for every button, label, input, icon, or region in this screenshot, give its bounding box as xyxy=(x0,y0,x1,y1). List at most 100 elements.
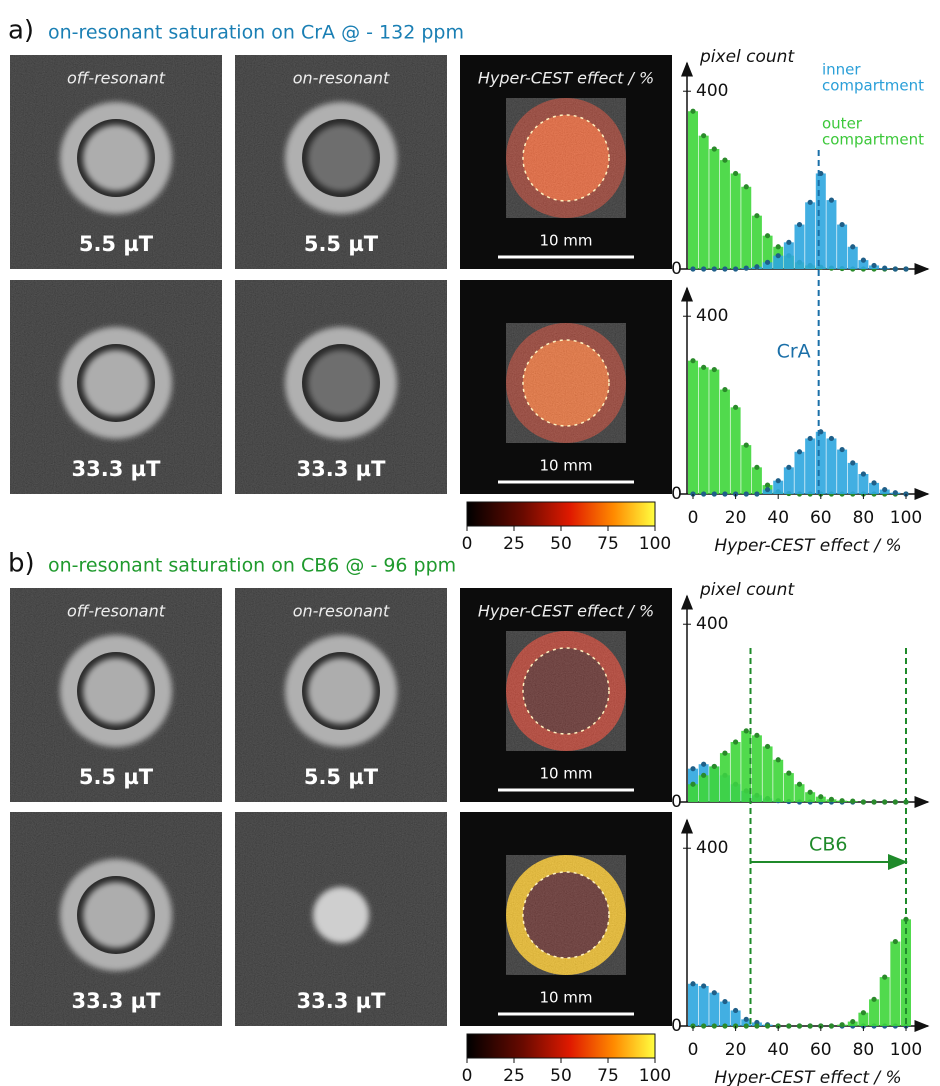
image-panel: 33.3 µT xyxy=(235,812,447,1026)
histogram-point xyxy=(775,478,781,484)
histogram-point xyxy=(690,766,696,772)
histogram-point xyxy=(786,239,792,245)
histogram-bar xyxy=(698,775,709,802)
histogram-point xyxy=(892,490,898,496)
histogram-bar xyxy=(730,742,741,802)
image-panel: 33.3 µT xyxy=(10,280,222,494)
phantom-inner xyxy=(83,658,149,724)
histogram-bar xyxy=(751,735,762,802)
histogram-bar xyxy=(773,255,784,269)
histogram-point xyxy=(828,1023,835,1029)
histogram-bar xyxy=(815,431,826,494)
histogram-point xyxy=(882,799,888,805)
histogram-bar xyxy=(741,1019,752,1026)
y-tick-label: 400 xyxy=(696,614,728,634)
histogram-point xyxy=(701,1023,707,1029)
histogram-point xyxy=(850,244,856,250)
histogram-bar xyxy=(709,992,720,1026)
histogram-bar xyxy=(890,941,901,1026)
image-panel: 10 mm xyxy=(460,812,672,1026)
histogram-point xyxy=(743,184,749,190)
histogram-point xyxy=(743,1023,749,1029)
histogram-point xyxy=(850,1018,856,1025)
image-panel: 33.3 µT xyxy=(10,812,222,1026)
phantom-core xyxy=(313,887,369,943)
histogram-point xyxy=(786,1023,792,1029)
histogram-point xyxy=(860,257,867,263)
histogram-bar xyxy=(783,242,794,269)
column-header: Hyper-CEST effect / % xyxy=(478,602,654,621)
histogram-point xyxy=(711,491,717,497)
image-panel: Hyper-CEST effect / % 10 mm xyxy=(460,55,672,269)
heatmap-boundary xyxy=(522,871,610,959)
x-tick-label: 40 xyxy=(767,1040,789,1060)
x-tick-label: 0 xyxy=(688,508,699,528)
colorbar-tick-label: 25 xyxy=(503,534,525,554)
histogram-point xyxy=(839,221,845,228)
histogram-point xyxy=(882,265,888,271)
histogram-point xyxy=(690,781,696,787)
scale-bar-label: 10 mm xyxy=(539,989,592,1007)
histogram-point xyxy=(828,435,835,442)
histogram-point xyxy=(764,1023,771,1029)
scale-bar-label: 10 mm xyxy=(539,457,592,475)
histogram-bar xyxy=(719,1001,730,1026)
histogram-bar xyxy=(794,451,805,494)
histogram-point xyxy=(871,480,877,486)
colorbar-tick-label: 75 xyxy=(597,1066,619,1086)
histogram-point xyxy=(743,265,749,271)
histogram-point xyxy=(743,728,749,734)
phantom-inner xyxy=(83,350,149,416)
histogram-bar xyxy=(688,111,698,269)
x-tick-label: 0 xyxy=(688,1040,699,1060)
histogram-bar xyxy=(709,766,720,802)
y-axis-label: pixel count xyxy=(699,580,795,600)
x-tick-label: 100 xyxy=(890,1040,922,1060)
histogram-point xyxy=(754,491,760,497)
histogram-bar xyxy=(805,202,816,269)
colorbar-tick-label: 50 xyxy=(550,534,572,554)
histogram-point xyxy=(754,213,760,219)
histogram-bar xyxy=(847,462,858,494)
histogram-point xyxy=(722,157,728,163)
colorbar-tick-label: 0 xyxy=(462,534,473,554)
field-strength-label: 33.3 µT xyxy=(72,989,162,1013)
scale-bar-label: 10 mm xyxy=(539,765,592,783)
y-tick-label: 0 xyxy=(671,484,682,504)
histogram-point xyxy=(850,798,856,804)
histogram-bar xyxy=(858,474,869,494)
image-panel: off-resonant 5.5 µT xyxy=(10,55,222,269)
histogram-point xyxy=(807,199,813,205)
phantom-inner xyxy=(83,882,149,948)
histogram-point xyxy=(796,781,803,787)
histogram-bar xyxy=(751,467,762,494)
histogram-point xyxy=(733,170,739,177)
histogram-bar xyxy=(730,407,741,494)
image-panel: on-resonant 5.5 µT xyxy=(235,588,447,802)
marker-label: CB6 xyxy=(809,834,847,856)
histogram-point xyxy=(860,1010,867,1016)
column-header: off-resonant xyxy=(67,69,166,88)
histogram-point xyxy=(701,983,707,989)
histogram-bar xyxy=(719,753,730,802)
scale-bar-label: 10 mm xyxy=(539,232,592,250)
colorbar xyxy=(466,501,656,527)
histogram-point xyxy=(860,471,867,477)
field-strength-label: 5.5 µT xyxy=(304,232,379,256)
histogram-bar xyxy=(688,360,698,494)
histogram-point xyxy=(786,770,792,776)
y-tick-label: 0 xyxy=(671,1016,682,1036)
histogram-point xyxy=(775,253,781,259)
histogram-point xyxy=(690,266,696,272)
histogram-bar xyxy=(688,983,698,1026)
histogram-bar xyxy=(751,215,762,269)
heatmap-texture xyxy=(506,98,626,218)
field-strength-label: 33.3 µT xyxy=(72,457,162,481)
histogram-bar xyxy=(858,1012,869,1026)
histogram-bar xyxy=(730,173,741,269)
colorbar-tick-label: 75 xyxy=(597,534,619,554)
heatmap-boundary xyxy=(522,114,610,202)
histogram-point xyxy=(711,366,717,373)
histogram-point xyxy=(892,799,898,805)
histogram-bar xyxy=(815,796,826,802)
